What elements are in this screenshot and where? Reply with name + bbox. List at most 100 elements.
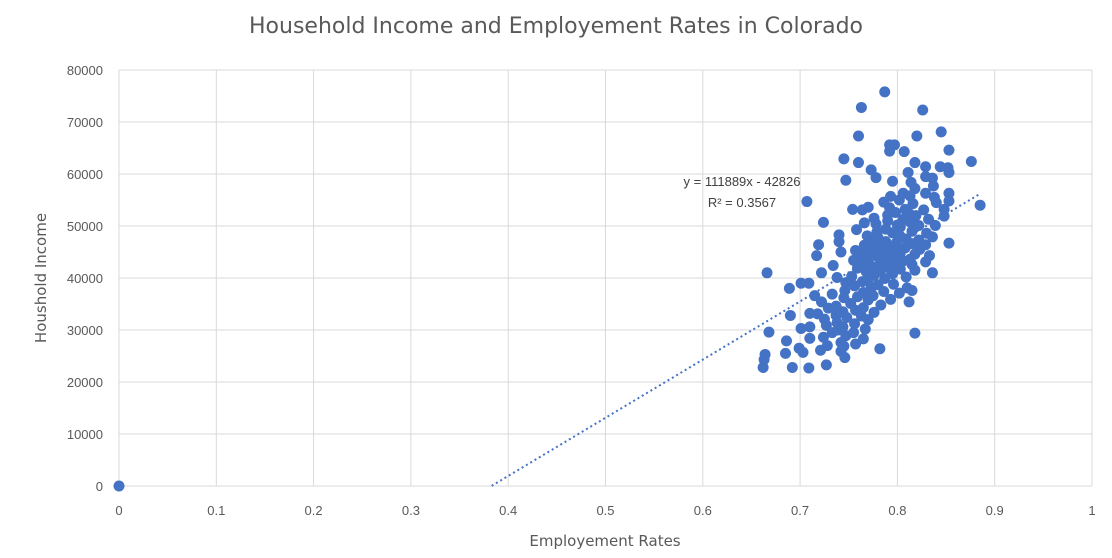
data-point bbox=[856, 204, 868, 216]
data-point bbox=[780, 335, 792, 347]
data-point bbox=[943, 187, 955, 199]
data-point bbox=[926, 231, 938, 243]
y-tick-label: 60000 bbox=[67, 167, 103, 182]
data-point bbox=[784, 309, 796, 321]
data-point bbox=[929, 219, 941, 231]
x-tick-label: 0.8 bbox=[888, 503, 906, 518]
data-point bbox=[930, 197, 942, 209]
data-point bbox=[803, 362, 815, 374]
data-point bbox=[927, 180, 939, 192]
data-points bbox=[113, 86, 986, 492]
data-point bbox=[920, 187, 932, 199]
data-point bbox=[795, 322, 807, 334]
data-point bbox=[795, 277, 807, 289]
data-point bbox=[833, 236, 845, 248]
data-point bbox=[852, 130, 864, 142]
data-point bbox=[903, 296, 915, 308]
trendline-r-squared: R² = 0.3567 bbox=[708, 195, 776, 210]
data-point bbox=[906, 284, 918, 296]
data-point bbox=[761, 267, 773, 279]
data-point bbox=[757, 361, 769, 373]
data-point bbox=[878, 286, 890, 298]
data-point bbox=[855, 101, 867, 113]
data-point bbox=[900, 271, 912, 283]
data-point bbox=[815, 344, 827, 356]
x-tick-label: 0.7 bbox=[791, 503, 809, 518]
data-point bbox=[909, 327, 921, 339]
data-point bbox=[902, 166, 914, 178]
data-point bbox=[906, 225, 918, 237]
x-tick-label: 0.6 bbox=[694, 503, 712, 518]
data-point bbox=[817, 331, 829, 343]
x-tick-label: 1 bbox=[1088, 503, 1095, 518]
data-point bbox=[870, 172, 882, 184]
y-tick-label: 40000 bbox=[67, 271, 103, 286]
data-point bbox=[909, 157, 921, 169]
data-point bbox=[887, 175, 899, 187]
data-point bbox=[888, 278, 900, 290]
data-point bbox=[786, 361, 798, 373]
data-point bbox=[857, 333, 869, 345]
data-point bbox=[885, 293, 897, 305]
data-point bbox=[763, 326, 775, 338]
data-point bbox=[839, 352, 851, 364]
data-point bbox=[850, 338, 862, 350]
data-point bbox=[917, 104, 929, 116]
x-tick-label: 0.5 bbox=[596, 503, 614, 518]
data-point bbox=[820, 359, 832, 371]
y-tick-label: 50000 bbox=[67, 219, 103, 234]
trendline-equation: y = 111889x - 42826 bbox=[684, 174, 801, 189]
data-point bbox=[918, 204, 930, 216]
y-tick-label: 10000 bbox=[67, 427, 103, 442]
data-point bbox=[817, 216, 829, 228]
data-point bbox=[859, 323, 871, 335]
data-point bbox=[911, 130, 923, 142]
x-tick-label: 0.4 bbox=[499, 503, 517, 518]
data-point bbox=[804, 332, 816, 344]
data-point bbox=[849, 280, 861, 292]
y-tick-label: 20000 bbox=[67, 375, 103, 390]
data-point bbox=[849, 318, 861, 330]
data-point bbox=[909, 264, 921, 276]
data-point bbox=[943, 237, 955, 249]
data-point bbox=[875, 299, 887, 311]
data-point bbox=[826, 327, 838, 339]
data-point bbox=[804, 307, 816, 319]
data-point bbox=[907, 198, 919, 210]
data-point bbox=[113, 480, 125, 492]
data-point bbox=[827, 260, 839, 272]
data-point bbox=[831, 271, 843, 283]
y-axis-label: Houshold Income bbox=[32, 213, 50, 343]
data-point bbox=[926, 267, 938, 279]
data-point bbox=[893, 194, 905, 206]
data-point bbox=[840, 174, 852, 186]
data-point bbox=[813, 239, 825, 251]
y-tick-label: 0 bbox=[96, 479, 103, 494]
x-tick-label: 0.1 bbox=[207, 503, 225, 518]
x-tick-label: 0 bbox=[115, 503, 122, 518]
grid-lines bbox=[118, 69, 1093, 487]
data-point bbox=[852, 291, 864, 303]
data-point bbox=[852, 262, 864, 274]
data-point bbox=[943, 195, 955, 207]
data-point bbox=[780, 347, 792, 359]
data-point bbox=[879, 86, 891, 98]
x-tick-label: 0.9 bbox=[986, 503, 1004, 518]
data-point bbox=[974, 199, 986, 211]
data-point bbox=[862, 314, 874, 326]
data-point bbox=[943, 144, 955, 156]
data-point bbox=[847, 203, 859, 215]
data-point bbox=[822, 302, 834, 314]
data-point bbox=[884, 145, 896, 157]
data-point bbox=[893, 287, 905, 299]
data-point bbox=[803, 277, 815, 289]
data-point bbox=[943, 166, 955, 178]
data-point bbox=[816, 267, 828, 279]
data-point bbox=[920, 256, 932, 268]
data-point bbox=[898, 146, 910, 158]
data-point bbox=[897, 255, 909, 267]
data-point bbox=[965, 156, 977, 168]
data-point bbox=[920, 161, 932, 173]
data-point bbox=[938, 210, 950, 222]
